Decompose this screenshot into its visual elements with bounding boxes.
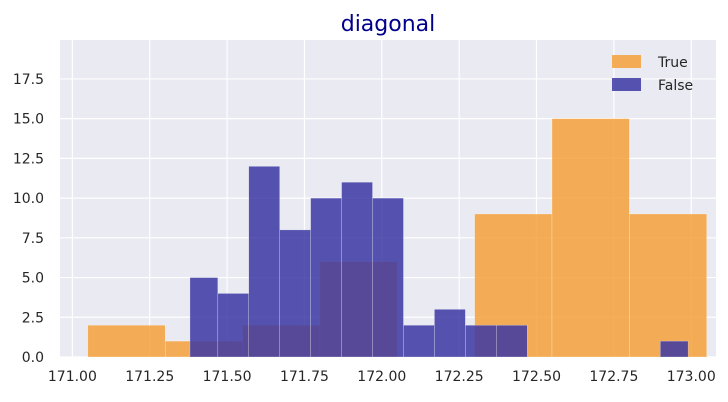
y-tick-label: 15.0 (13, 112, 44, 128)
y-tick-label: 10.0 (13, 191, 44, 207)
histogram-bar-false (372, 197, 404, 358)
histogram-bar-false (496, 324, 528, 358)
legend-swatch-true (612, 55, 641, 68)
x-tick-label: 172.25 (435, 369, 484, 385)
histogram-bar-true (629, 213, 707, 358)
histogram-bar-false (310, 197, 342, 358)
y-tick-label: 0.0 (22, 350, 44, 366)
x-tick-label: 173.00 (667, 369, 716, 385)
histogram-bar-false (189, 277, 219, 358)
histogram-bar-false (434, 309, 466, 358)
histogram-bar-true (87, 324, 166, 358)
histogram-bar-false (660, 340, 689, 358)
x-tick-label: 171.25 (125, 369, 174, 385)
y-tick-label: 12.5 (13, 151, 44, 167)
legend-label-false: False (658, 78, 693, 94)
y-tick-label: 17.5 (13, 72, 44, 88)
chart-title: diagonal (341, 12, 436, 37)
histogram-bars (87, 118, 707, 358)
x-axis-ticks: 171.00 171.25 171.50 171.75 172.00 172.25 172.… (48, 369, 716, 385)
legend: True False (612, 55, 693, 94)
histogram-bar-false (403, 324, 435, 358)
x-tick-label: 171.75 (280, 369, 329, 385)
x-tick-label: 171.00 (48, 369, 97, 385)
histogram-bar-true (551, 118, 630, 358)
y-tick-label: 2.5 (22, 310, 44, 326)
x-tick-label: 172.00 (357, 369, 406, 385)
y-tick-label: 5.0 (22, 271, 44, 287)
legend-label-true: True (657, 55, 688, 71)
histogram-bar-false (465, 324, 497, 358)
histogram-bar-false (217, 293, 250, 358)
y-tick-label: 7.5 (22, 231, 44, 247)
histogram-bar-false (341, 181, 373, 358)
x-tick-label: 172.50 (512, 369, 561, 385)
legend-swatch-false (612, 78, 641, 91)
x-tick-label: 171.50 (203, 369, 252, 385)
x-tick-label: 172.75 (589, 369, 638, 385)
histogram-bar-false (279, 229, 311, 358)
y-axis-ticks: 0.0 2.5 5.0 7.5 10.0 12.5 15.0 17.5 (13, 72, 44, 366)
histogram-bar-false (248, 166, 280, 358)
